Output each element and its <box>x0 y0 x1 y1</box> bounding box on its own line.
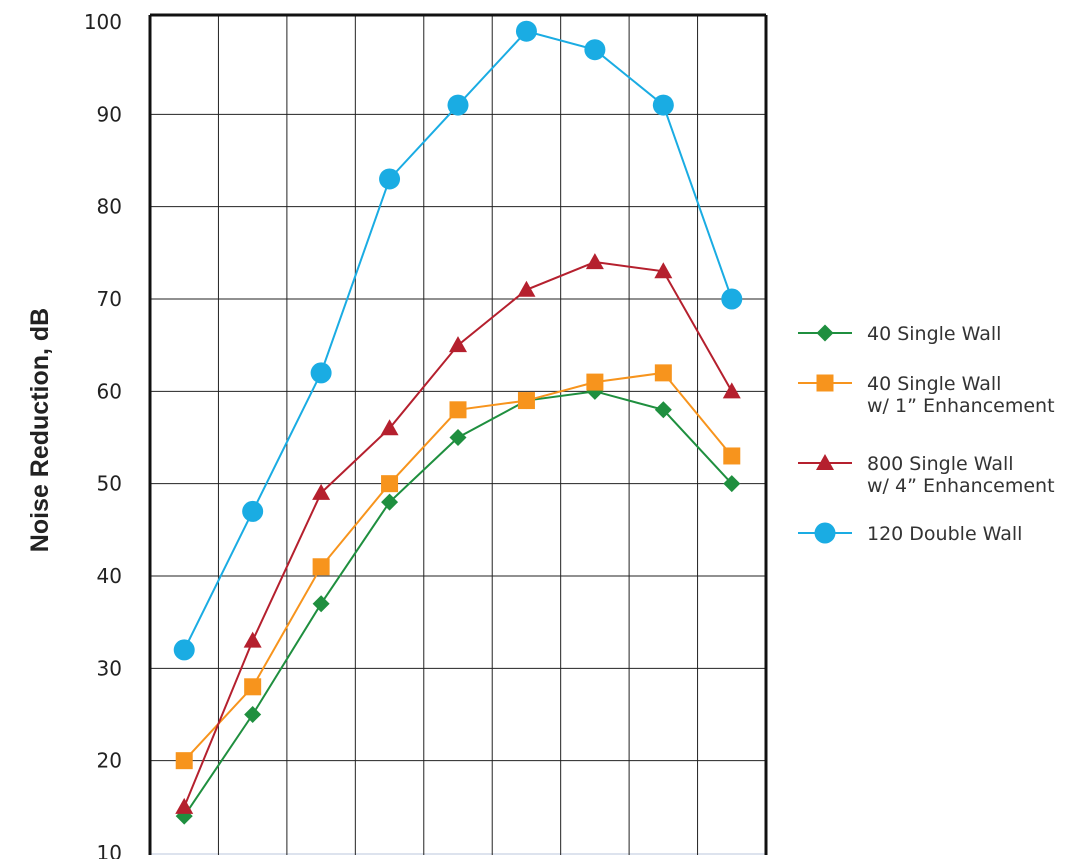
data-point <box>517 392 535 410</box>
data-point <box>312 483 331 500</box>
data-point <box>244 678 262 696</box>
y-tick-label: 60 <box>97 379 122 403</box>
y-tick-label: 70 <box>97 287 122 311</box>
data-point <box>723 475 741 493</box>
data-point <box>654 262 673 279</box>
data-point <box>654 401 672 419</box>
data-point <box>723 447 741 465</box>
data-point <box>447 94 469 116</box>
y-tick-label: 100 <box>84 10 122 34</box>
data-point <box>584 39 606 61</box>
plot-bottom-band <box>150 853 766 855</box>
data-point <box>175 752 193 770</box>
data-point <box>379 168 401 190</box>
legend-marker <box>814 522 836 544</box>
data-point <box>312 595 330 613</box>
legend-label: 120 Double Wall <box>867 523 1022 545</box>
series-4 <box>173 20 743 661</box>
legend-label-line2: w/ 4” Enhancement <box>867 475 1055 497</box>
y-tick-label: 50 <box>97 472 122 496</box>
data-point <box>449 429 467 446</box>
y-tick-label: 10 <box>97 841 122 859</box>
y-axis-title: Noise Reduction, dB <box>26 308 54 552</box>
data-point <box>585 253 604 270</box>
data-point <box>242 500 264 522</box>
series-group <box>173 20 743 825</box>
data-point <box>721 288 743 310</box>
plot-frame <box>148 13 768 855</box>
data-point <box>243 631 262 648</box>
data-point <box>449 401 467 419</box>
data-point <box>312 558 330 576</box>
data-point <box>449 336 467 353</box>
y-tick-label: 90 <box>97 102 122 126</box>
data-point <box>381 493 399 511</box>
y-axis-ticks: 10 20 30 40 50 60 70 80 90 100 <box>84 10 122 859</box>
plot-background <box>150 853 766 855</box>
legend-marker <box>816 454 834 470</box>
series-2 <box>175 364 741 770</box>
data-point <box>654 364 672 382</box>
legend-item: 120 Double Wall <box>798 522 1022 545</box>
grid-lines <box>150 15 766 855</box>
data-point <box>517 280 536 297</box>
legend-label: 800 Single Wall <box>867 453 1014 475</box>
y-tick-label: 20 <box>97 749 122 773</box>
legend-label-line2: w/ 1” Enhancement <box>867 395 1055 417</box>
legend-marker <box>816 324 834 342</box>
data-point <box>515 20 537 42</box>
y-tick-label: 80 <box>97 195 122 219</box>
data-point <box>652 94 674 116</box>
y-tick-label: 40 <box>97 564 122 588</box>
series-line <box>183 390 733 817</box>
series-3 <box>175 253 741 814</box>
data-point <box>586 373 604 391</box>
data-point <box>381 475 399 493</box>
data-point <box>173 639 195 661</box>
data-point <box>310 362 332 384</box>
data-point <box>175 797 194 814</box>
y-tick-label: 30 <box>97 656 122 680</box>
data-point <box>722 382 741 399</box>
legend-item: 40 Single Wall <box>798 323 1001 345</box>
series-1 <box>175 382 741 825</box>
data-point <box>244 706 262 723</box>
legend-label: 40 Single Wall <box>867 323 1001 345</box>
legend-label: 40 Single Wall <box>867 373 1001 395</box>
legend-marker <box>816 374 834 392</box>
data-point <box>380 419 399 436</box>
